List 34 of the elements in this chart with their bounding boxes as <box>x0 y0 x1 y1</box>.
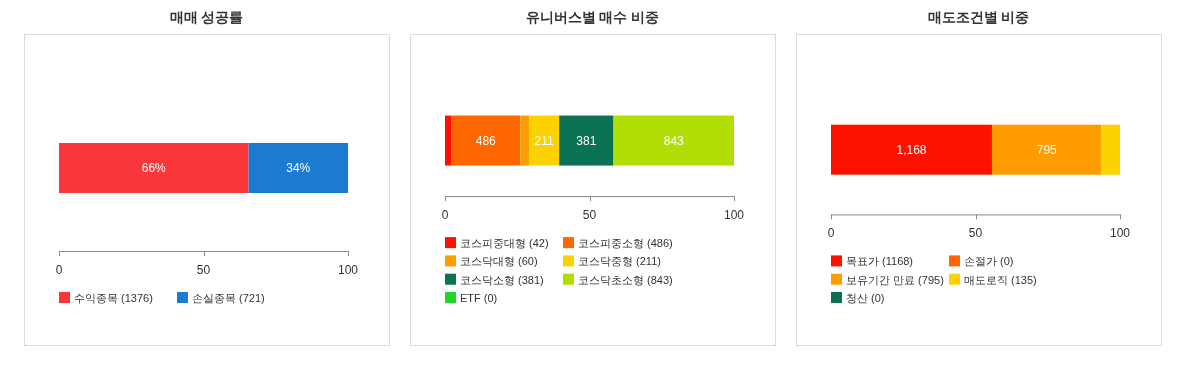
legend-label: 코스피중대형 (42) <box>460 237 549 250</box>
x-tick-label: 100 <box>723 208 745 223</box>
x-tick-label: 100 <box>337 263 359 277</box>
x-tick-label: 50 <box>582 208 597 223</box>
legend-label: 코스닥대형 (60) <box>460 255 538 268</box>
chart-title: 매매 성공률 <box>169 9 244 25</box>
x-tick-label: 50 <box>968 226 983 241</box>
legend-label: 보유기간 만료 (795) <box>846 273 944 286</box>
x-tick-label: 50 <box>196 263 211 277</box>
legend-label: 청산 (0) <box>846 292 885 304</box>
x-tick-label: 0 <box>827 226 835 241</box>
chart-title: 유니버스별 매수 비중 <box>525 9 660 25</box>
legend-label: 코스닥중형 (211) <box>578 255 661 268</box>
legend-label: ETF (0) <box>460 292 498 304</box>
data-label: 34% <box>286 161 311 175</box>
annotation: 211 <box>534 133 555 148</box>
annotation: 843 <box>663 133 685 148</box>
legend-label: 손절가 (0) <box>964 255 1014 268</box>
legend-label: 손실종목 (721) <box>192 292 265 304</box>
x-tick-label: 100 <box>1109 226 1131 241</box>
legend-label: 코스피중소형 (486) <box>578 237 673 250</box>
x-tick-label: 0 <box>441 208 449 223</box>
annotation: 486 <box>475 133 497 148</box>
x-tick-label: 0 <box>55 263 63 277</box>
annotation: 381 <box>576 133 597 148</box>
chart-title: 매도조건별 비중 <box>927 9 1030 25</box>
legend-label: 코스닥소형 (381) <box>460 273 544 286</box>
annotation: 1,168 <box>896 142 927 157</box>
legend-label: 목표가 (1168) <box>846 255 914 268</box>
legend-label: 수익종목 (1376) <box>74 292 153 304</box>
annotation: 795 <box>1036 142 1058 157</box>
legend-label: 코스닥초소형 (843) <box>578 273 673 286</box>
legend-label: 매도로직 (135) <box>964 273 1037 286</box>
data-label: 66% <box>141 161 167 175</box>
